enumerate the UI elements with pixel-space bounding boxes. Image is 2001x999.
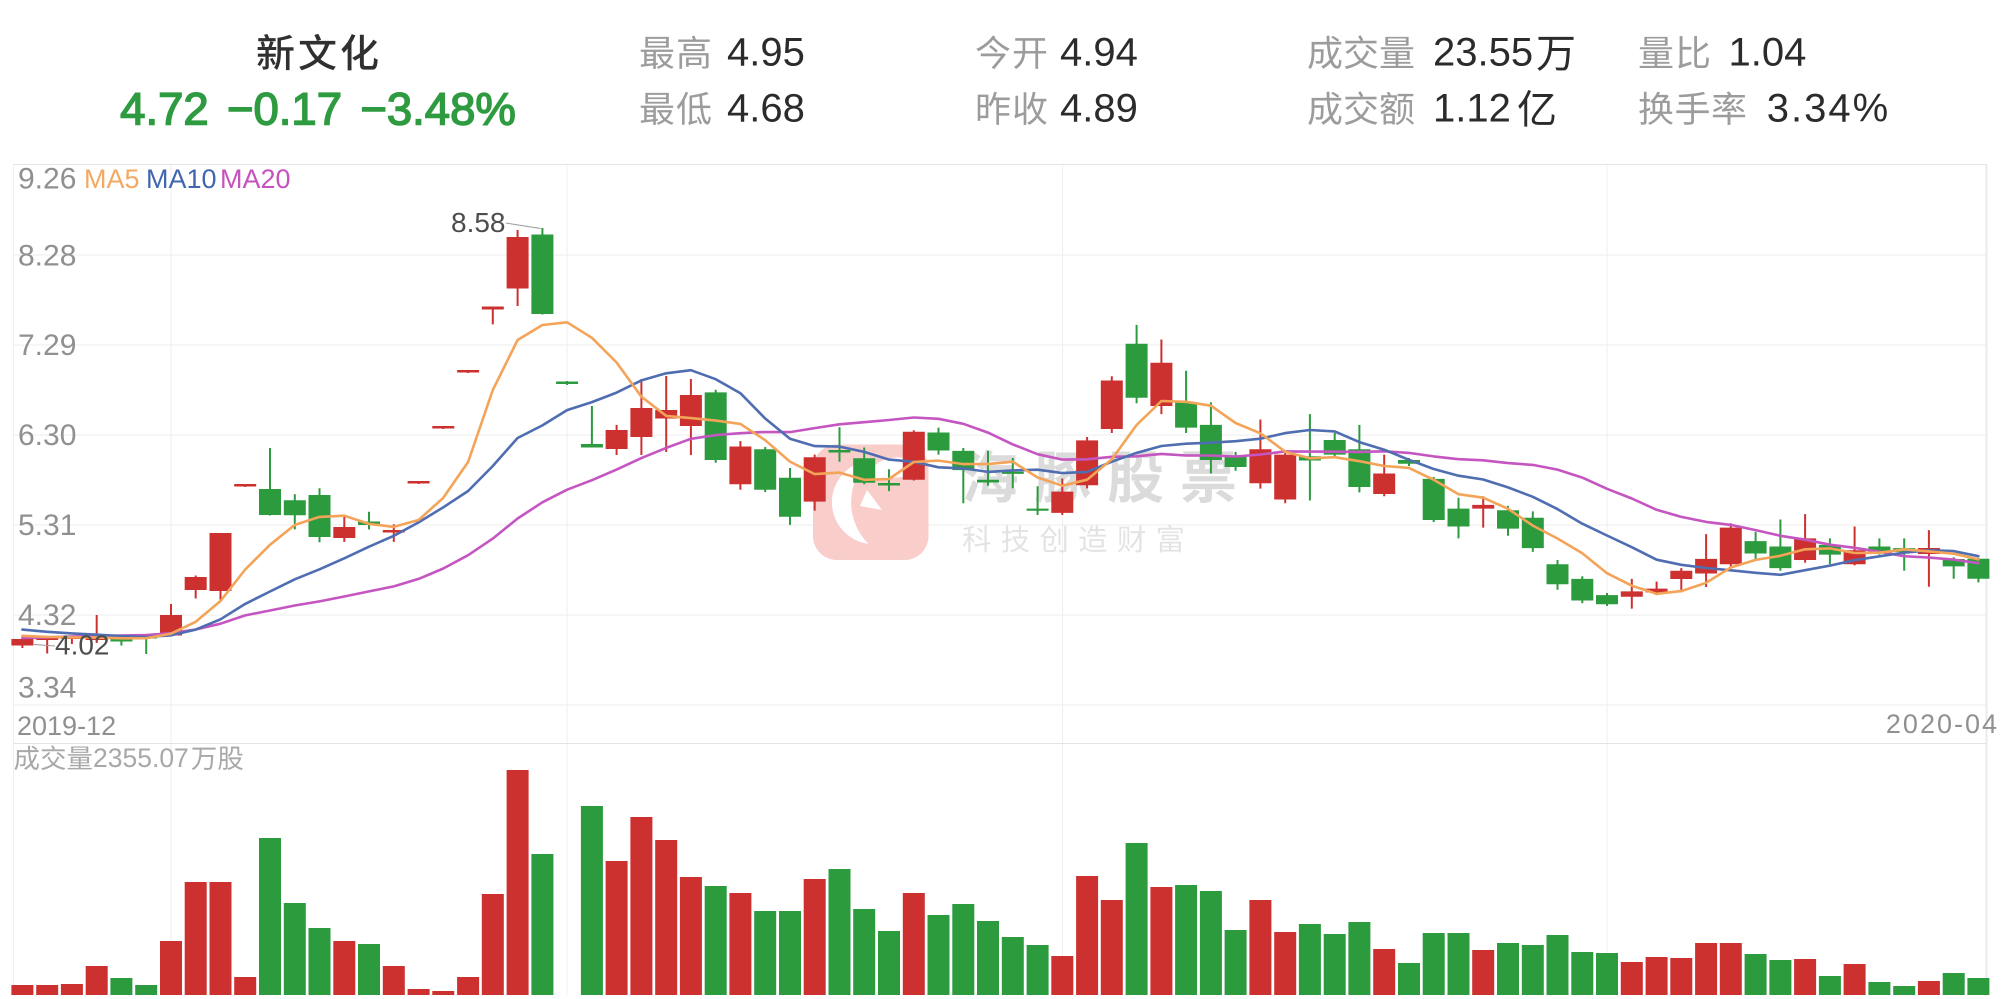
svg-text:MA5: MA5 xyxy=(84,164,140,194)
svg-text:9.26: 9.26 xyxy=(18,163,76,196)
svg-text:23.55: 23.55 xyxy=(1433,31,1533,75)
svg-text:5.31: 5.31 xyxy=(18,509,76,542)
svg-text:4.72 −0.17 −3.48%: 4.72 −0.17 −3.48% xyxy=(120,83,516,134)
svg-text:8.58: 8.58 xyxy=(451,207,506,238)
svg-text:7.29: 7.29 xyxy=(18,329,76,362)
svg-text:4.89: 4.89 xyxy=(1060,87,1138,131)
svg-text:MA20: MA20 xyxy=(220,164,291,194)
svg-text:4.32: 4.32 xyxy=(18,599,76,632)
svg-text:1.04: 1.04 xyxy=(1729,31,1807,75)
svg-text:4.02: 4.02 xyxy=(55,630,110,661)
svg-text:4.94: 4.94 xyxy=(1060,31,1138,75)
svg-text:8.28: 8.28 xyxy=(18,240,76,273)
svg-text:2020-04: 2020-04 xyxy=(1886,709,1999,739)
svg-text:1.12: 1.12 xyxy=(1433,87,1511,131)
svg-text:4.95: 4.95 xyxy=(727,31,805,75)
svg-text:3.34%: 3.34% xyxy=(1767,87,1890,131)
svg-text:4.68: 4.68 xyxy=(727,87,805,131)
svg-text:2019-12: 2019-12 xyxy=(17,711,116,741)
svg-text:MA10: MA10 xyxy=(146,164,217,194)
svg-text:2355.07: 2355.07 xyxy=(93,743,189,773)
svg-text:6.30: 6.30 xyxy=(18,419,76,452)
svg-text:3.34: 3.34 xyxy=(18,672,76,705)
